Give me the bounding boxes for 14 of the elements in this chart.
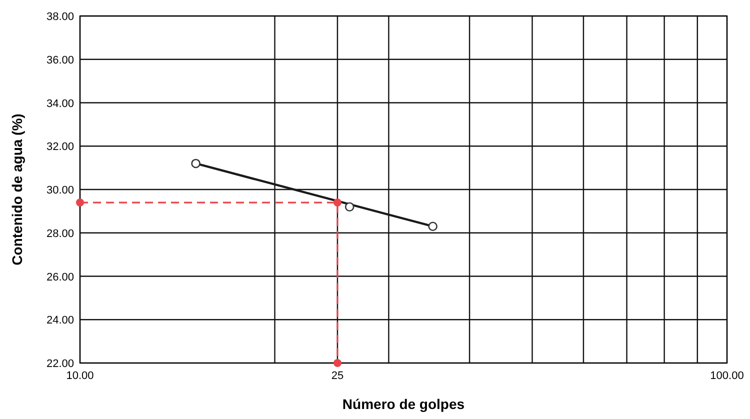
y-tick-label: 36.00 bbox=[46, 54, 74, 66]
y-tick-label: 26.00 bbox=[46, 271, 74, 284]
y-tick-label: 22.00 bbox=[46, 358, 74, 370]
y-tick-label: 24.00 bbox=[46, 314, 74, 327]
y-tick-label: 28.00 bbox=[46, 228, 74, 240]
x-tick-label: 100.00 bbox=[710, 370, 744, 382]
y-axis-title: Contenido de agua (%) bbox=[9, 114, 25, 266]
x-tick-label: 25 bbox=[331, 370, 344, 382]
x-axis-title: Número de golpes bbox=[342, 396, 465, 412]
y-tick-label: 30.00 bbox=[46, 184, 74, 196]
x-tick-label: 10.00 bbox=[66, 370, 94, 382]
y-tick-label: 38.00 bbox=[46, 11, 74, 23]
y-tick-label: 34.00 bbox=[46, 98, 74, 110]
y-tick-label: 32.00 bbox=[46, 141, 74, 154]
